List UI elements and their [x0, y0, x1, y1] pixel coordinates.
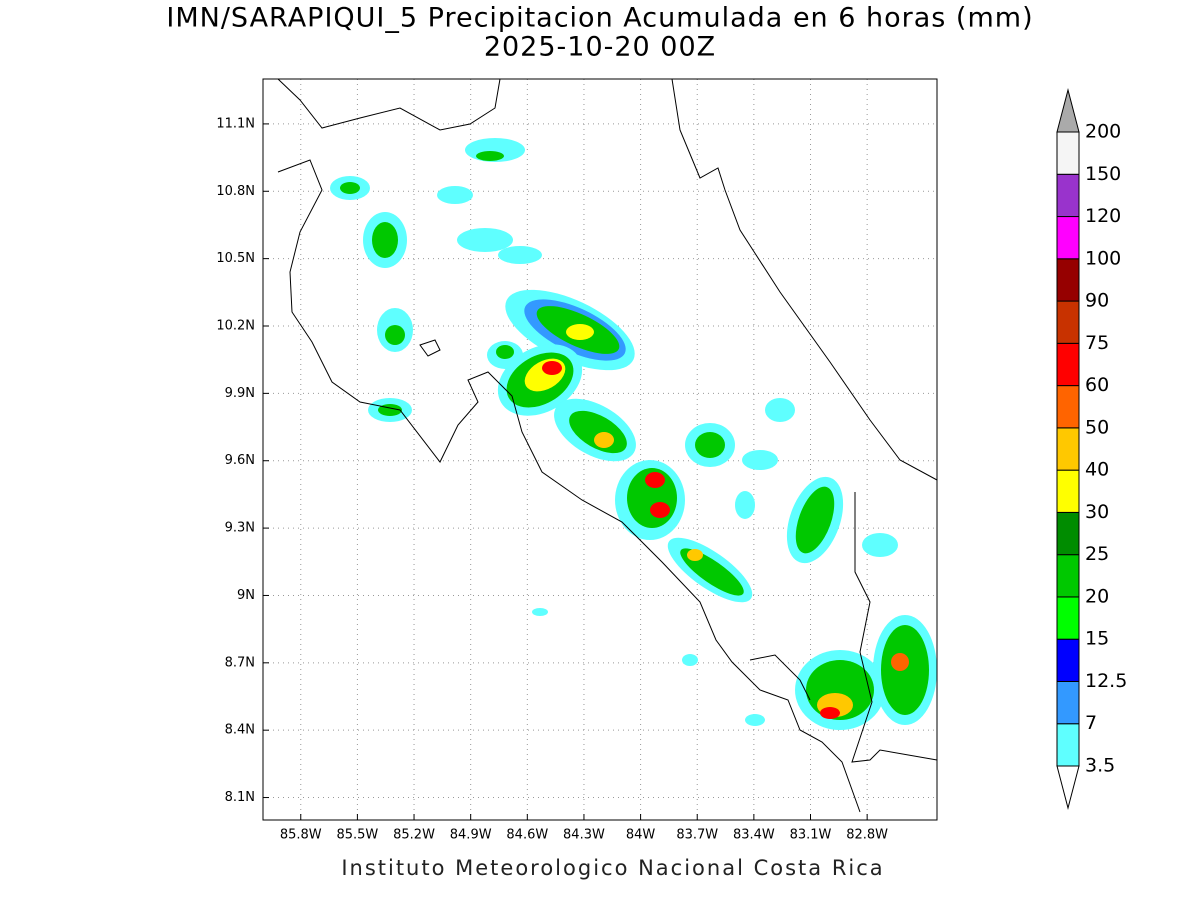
- title: IMN/SARAPIQUI_5 Precipitacion Acumulada …: [166, 3, 1033, 34]
- coastlines: [277, 78, 938, 813]
- colorbar-box: [1056, 258, 1080, 302]
- lon-tick-label: 85.2W: [393, 828, 435, 843]
- lon-tick-label: 85.5W: [336, 828, 378, 843]
- colorbar-box: [1056, 131, 1080, 175]
- colorbar-under: [1056, 765, 1080, 810]
- lat-tick-label: 9.6N: [225, 453, 255, 468]
- precip-area: [786, 476, 844, 564]
- precip-area: [795, 650, 885, 730]
- colorbar-label: 120: [1085, 205, 1121, 227]
- colorbar: 3.5 7 12.5 15 20 25 30 40 50 60 75 90 100 120 150 200: [1056, 88, 1127, 810]
- colorbar-label: 90: [1085, 290, 1109, 312]
- colorbar-label: 150: [1085, 163, 1121, 185]
- precip-area: [465, 138, 525, 162]
- lat-tick-label: 9.3N: [225, 521, 255, 536]
- lat-tick-label: 8.4N: [225, 723, 255, 738]
- lon-tick-label: 85.8W: [280, 828, 322, 843]
- precip-area: [554, 398, 636, 462]
- precip-area: [368, 398, 412, 422]
- lat-tick-label: 10.2N: [216, 319, 255, 334]
- colorbar-box: [1056, 680, 1080, 725]
- colorbar-label: 20: [1085, 585, 1109, 607]
- lon-tick-label: 83.7W: [676, 828, 718, 843]
- colorbar-label: 50: [1085, 416, 1109, 438]
- precip-area: [667, 537, 753, 603]
- colorbar-over: [1056, 88, 1080, 133]
- lon-tick-label: 84.6W: [506, 828, 548, 843]
- lon-tick-label: 84W: [626, 828, 656, 843]
- precip-area: [377, 308, 413, 352]
- precip-area: [330, 176, 370, 200]
- colorbar-label: 100: [1085, 247, 1121, 269]
- lat-tick-label: 8.1N: [225, 790, 255, 805]
- lon-tick-label: 84.9W: [450, 828, 492, 843]
- colorbar-box: [1056, 216, 1080, 260]
- colorbar-label: 40: [1085, 459, 1109, 481]
- precip-area: [532, 398, 898, 726]
- precip-area: [363, 212, 407, 268]
- lat-tick-label: 10.8N: [216, 184, 255, 199]
- colorbar-label: 3.5: [1085, 755, 1115, 777]
- precip-area: [505, 289, 635, 371]
- lon-tick-label: 82.8W: [846, 828, 888, 843]
- map-frame: [262, 78, 938, 821]
- footer: Instituto Meteorologico Nacional Costa R…: [341, 856, 884, 880]
- colorbar-box: [1056, 173, 1080, 218]
- colorbar-box: [1056, 342, 1080, 387]
- colorbar-label: 75: [1085, 332, 1109, 354]
- precip-area: [487, 341, 523, 369]
- colorbar-box: [1056, 723, 1080, 767]
- colorbar-label: 12.5: [1085, 670, 1127, 692]
- precipitation: [330, 138, 937, 730]
- lat-tick-label: 9N: [237, 588, 255, 603]
- colorbar-box: [1056, 511, 1080, 556]
- colorbar-label: 25: [1085, 543, 1109, 565]
- colorbar-box: [1056, 427, 1080, 471]
- subtitle: 2025-10-20 00Z: [484, 32, 716, 63]
- precip-area: [685, 423, 735, 467]
- precip-area: [873, 615, 937, 725]
- lon-tick-label: 84.3W: [563, 828, 605, 843]
- precip-area: [615, 460, 685, 540]
- colorbar-label: 30: [1085, 501, 1109, 523]
- colorbar-box: [1056, 300, 1080, 344]
- precip-area: [437, 186, 542, 264]
- colorbar-label: 200: [1085, 121, 1121, 143]
- colorbar-box: [1056, 638, 1080, 682]
- colorbar-box: [1056, 385, 1080, 429]
- lat-tick-label: 11.1N: [216, 116, 255, 131]
- lat-tick-label: 10.5N: [216, 251, 255, 266]
- colorbar-label: 60: [1085, 374, 1109, 396]
- lat-tick-label: 9.9N: [225, 386, 255, 401]
- lon-tick-label: 83.4W: [733, 828, 775, 843]
- colorbar-label: 7: [1085, 712, 1097, 734]
- colorbar-box: [1056, 469, 1080, 513]
- lon-tick-label: 83.1W: [790, 828, 832, 843]
- colorbar-label: 15: [1085, 628, 1109, 650]
- colorbar-box: [1056, 554, 1080, 598]
- colorbar-box: [1056, 596, 1080, 640]
- lat-tick-label: 8.7N: [225, 655, 255, 670]
